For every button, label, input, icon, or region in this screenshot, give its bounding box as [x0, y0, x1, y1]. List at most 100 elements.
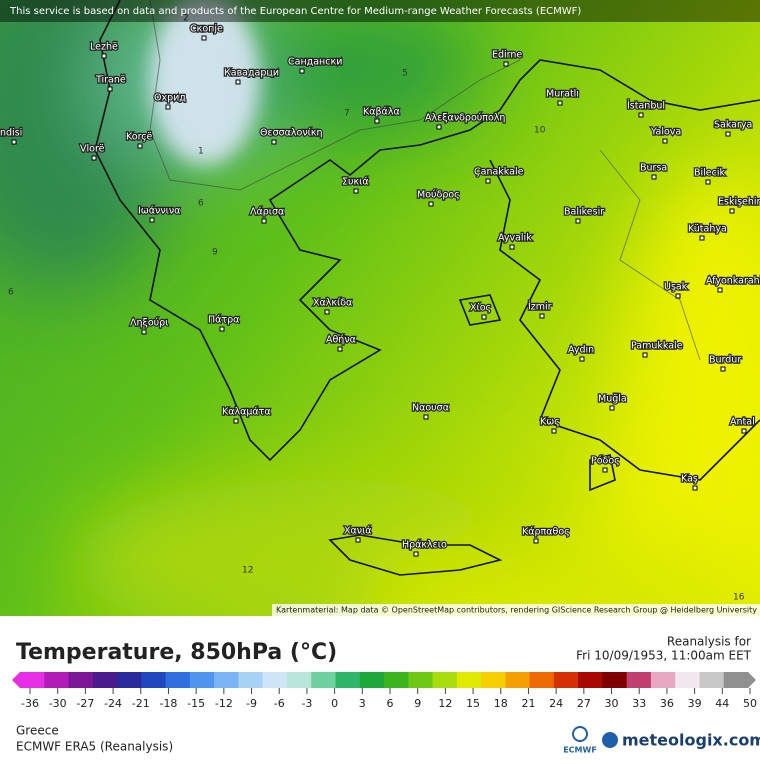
colorbar-tick-label: -15 — [187, 697, 205, 710]
coastline — [94, 0, 760, 576]
city-marker — [235, 79, 241, 85]
city-label: Pamukkale — [631, 341, 683, 352]
city-label: Αλεξανδρούπολη — [425, 113, 505, 124]
city-label: Ιωάννινα — [138, 206, 180, 217]
city-marker — [503, 61, 509, 67]
city-label: Uşak — [664, 282, 688, 293]
colorbar-tick-label: 6 — [387, 697, 394, 710]
city-label: Afyonkarahi — [706, 276, 760, 287]
city-marker — [324, 309, 330, 315]
city-label: Burdur — [709, 355, 741, 366]
colorbar-tick-label: 15 — [466, 697, 480, 710]
city-marker — [91, 155, 97, 161]
city-label: Ρόδος — [591, 456, 620, 467]
colorbar-swatch — [286, 672, 312, 688]
colorbar-swatch — [92, 672, 118, 688]
city-label: Bursa — [640, 163, 667, 174]
borders — [149, 0, 701, 361]
city-label: Κάρπαθος — [522, 527, 570, 538]
city-marker — [355, 537, 361, 543]
city-label: Çanakkale — [474, 167, 524, 178]
colorbar-tick-label: 50 — [743, 697, 757, 710]
city-label: Сандански — [288, 57, 342, 68]
colorbar-swatch — [141, 672, 167, 688]
colorbar-tick-label: 30 — [605, 697, 619, 710]
city-marker — [638, 112, 644, 118]
city-label: Πάτρα — [208, 315, 239, 326]
city-marker — [353, 188, 359, 194]
city-label: Aydın — [568, 345, 594, 356]
city-label: Λάρισα — [250, 207, 284, 218]
city-marker — [699, 235, 705, 241]
city-marker — [101, 53, 107, 59]
brand[interactable]: meteologix.com — [622, 731, 760, 750]
contour-label: 5 — [402, 69, 408, 79]
city-label: ndisi — [0, 128, 22, 139]
city-label: Χανιά — [344, 526, 372, 537]
colorbar-swatch — [214, 672, 239, 688]
city-label: Kaş — [681, 474, 698, 485]
colorbar-tick-label: -18 — [159, 697, 177, 710]
city-label: Bilecik — [694, 168, 726, 179]
colorbar-swatch — [553, 672, 579, 688]
contour-label: 2 — [183, 14, 189, 24]
colorbar-swatch — [68, 672, 94, 688]
city-marker — [642, 352, 648, 358]
city-label: Θεσσαλονίκη — [260, 128, 323, 139]
model: ECMWF ERA5 (Reanalysis) — [16, 740, 173, 754]
colorbar-tick-label: 3 — [359, 697, 366, 710]
contour-label: 6 — [8, 288, 14, 298]
city-marker — [201, 35, 207, 41]
colorbar-tick-label: -36 — [21, 697, 39, 710]
city-marker — [729, 208, 735, 214]
city-label: Κως — [540, 417, 560, 428]
contour-label: 1 — [198, 147, 204, 157]
city-label: Eskişehir — [718, 197, 760, 208]
city-marker — [436, 124, 442, 130]
city-marker — [219, 326, 225, 332]
legend: Temperature, 850hPa (°C) -36 -30 -27 -24 -21… — [12, 640, 757, 710]
colorbar-left-arrow — [12, 672, 20, 688]
colorbar-tick-label: -30 — [49, 697, 67, 710]
colorbar-tick-label: 12 — [438, 697, 452, 710]
colorbar-swatch — [262, 672, 288, 688]
city-label: Скопје — [190, 24, 223, 35]
city-label: Vlorë — [80, 144, 105, 155]
colorbar-swatch — [311, 672, 336, 688]
colorbar-tick-label: 24 — [549, 697, 563, 710]
city-label: Αθήνα — [326, 335, 356, 346]
city-marker — [509, 244, 515, 250]
city-marker — [651, 174, 657, 180]
city-label: Balıkesir — [564, 207, 604, 218]
city-marker — [662, 138, 668, 144]
colorbar-tick-label: 18 — [494, 697, 508, 710]
colorbar-tick-label: -21 — [132, 697, 150, 710]
attribution: Kartenmaterial: Map data © OpenStreetMap… — [276, 606, 757, 615]
city-label: Συκιά — [342, 177, 369, 188]
colorbar-tick-label: 33 — [632, 697, 646, 710]
colorbar-right-arrow — [748, 672, 756, 688]
city-label: Korçë — [126, 132, 152, 143]
city-label: Ναουσα — [412, 403, 449, 414]
colorbar-swatch — [189, 672, 215, 688]
city-marker — [579, 356, 585, 362]
colorbar-swatch — [165, 672, 191, 688]
city-marker — [557, 100, 563, 106]
city-marker — [741, 428, 747, 434]
city-marker — [374, 118, 380, 124]
city-marker — [720, 366, 726, 372]
colorbar-swatch — [578, 672, 603, 688]
colorbar-tick-label: 0 — [331, 697, 338, 710]
colorbar-tick-label: -12 — [215, 697, 233, 710]
city-marker — [149, 217, 155, 223]
contour-label: 7 — [344, 109, 350, 119]
colorbar-swatch — [384, 672, 409, 688]
city-marker — [539, 313, 545, 319]
city-label: Ληξούρι — [130, 318, 168, 329]
city-marker — [575, 218, 581, 224]
colorbar-swatch — [20, 672, 45, 688]
city-marker — [137, 143, 143, 149]
colorbar-swatch — [456, 672, 482, 688]
city-marker — [609, 405, 615, 411]
